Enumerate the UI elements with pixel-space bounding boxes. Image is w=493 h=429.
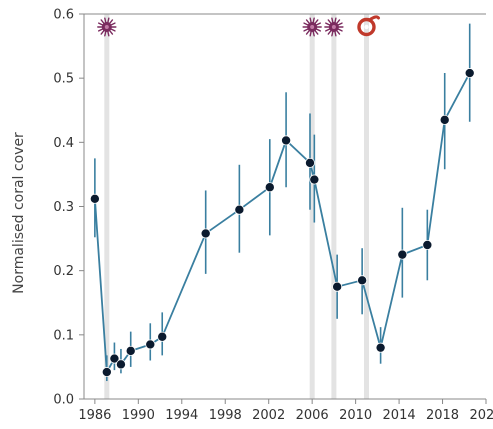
disturbance-bands [104,14,369,399]
data-point [115,359,126,370]
cyclone-tail [367,15,380,22]
y-tick-label: 0.1 [53,328,74,343]
data-point [109,353,120,364]
data-point [200,228,211,239]
x-tick-label: 1990 [122,408,155,423]
data-point [304,157,315,168]
x-tick-label: 2006 [296,408,329,423]
x-tick-label: 2018 [426,408,459,423]
starfish-icon [324,17,344,37]
data-point [264,182,275,193]
disturbance-band-2 [331,14,337,399]
y-tick-label: 0.4 [53,136,74,151]
starfish-center [310,25,315,29]
data-point [464,68,475,79]
data-point [332,281,343,292]
x-tick-label: 2002 [252,408,285,423]
x-tick-label: 1998 [209,408,242,423]
data-point [397,249,408,260]
axes: 0.0 0.1 0.2 0.3 0.4 0.5 0.6 1986 1990 1994 1998 200… [53,8,493,424]
x-tick-label: 1986 [78,408,111,423]
data-point [234,204,245,215]
starfish-icon [97,17,117,37]
y-tick-label: 0.3 [53,200,74,215]
disturbance-icons [97,15,380,37]
starfish-center [331,25,336,29]
data-point [125,345,136,356]
data-point [281,135,292,146]
data-point [145,339,156,350]
data-markers [89,68,475,378]
y-tick-label: 0.0 [53,393,74,408]
cyclone-eye [364,24,369,30]
disturbance-band-3 [363,14,369,399]
disturbance-band-0 [104,14,110,399]
data-point [101,367,112,378]
series-line [94,72,471,376]
y-axis-title: Normalised coral cover [11,132,27,294]
y-tick-label: 0.2 [53,264,74,279]
data-point [375,342,386,353]
data-point [422,239,433,250]
data-point [89,193,100,204]
starfish-center [104,25,109,29]
starfish-icon [302,17,322,37]
disturbance-band-1 [309,14,315,399]
cyclone-icon [357,15,380,37]
data-point [309,174,320,185]
error-bars [94,23,471,382]
x-tick-label: 2010 [339,408,372,423]
cyclone-ring [357,17,376,37]
y-tick-label: 0.5 [53,72,74,87]
data-point [439,114,450,125]
x-tick-label: 2014 [383,408,416,423]
data-point [157,331,168,342]
data-point [357,275,368,286]
x-tick-label: 2022 [469,408,493,423]
y-tick-label: 0.6 [53,8,74,23]
x-tick-label: 1994 [165,408,198,423]
